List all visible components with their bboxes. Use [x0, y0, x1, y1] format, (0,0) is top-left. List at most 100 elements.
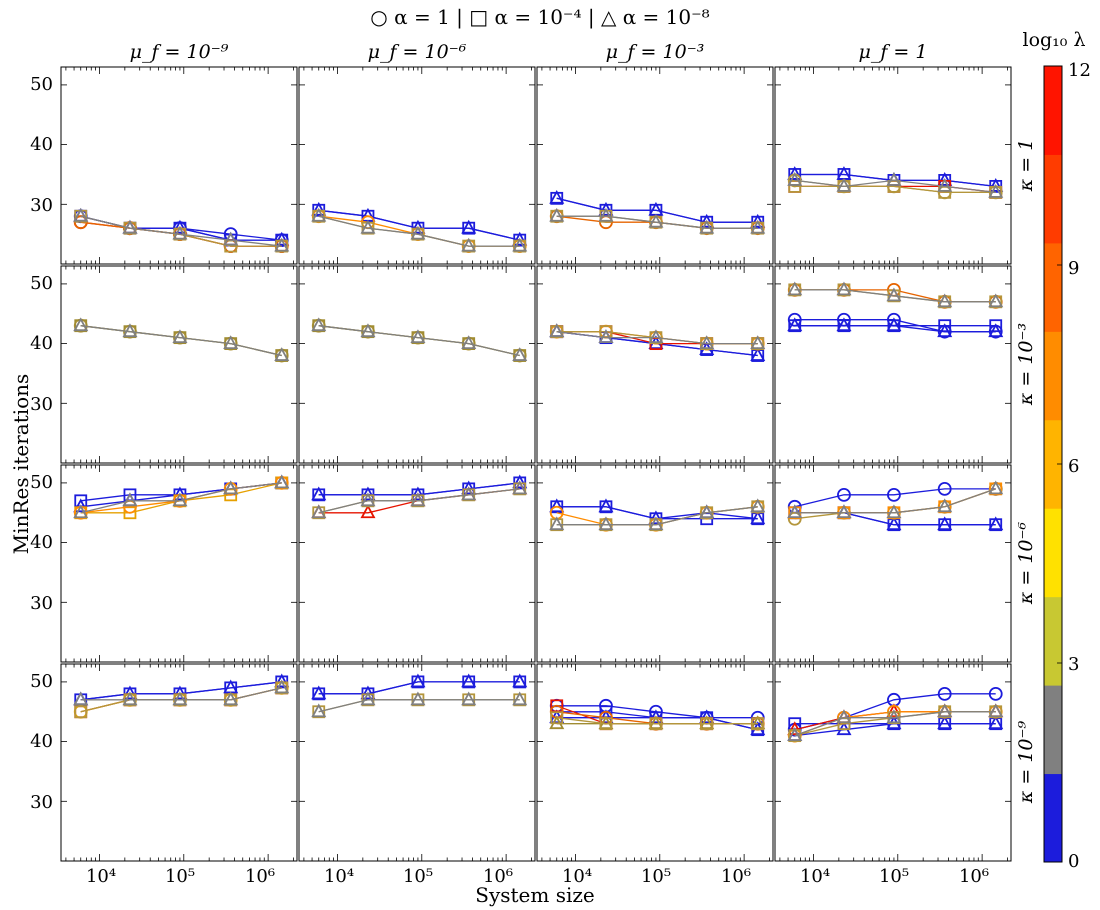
data-point-triangle	[311, 703, 327, 718]
row-title-4: κ = 10⁻⁹	[1015, 720, 1037, 804]
data-point-triangle	[648, 213, 664, 228]
data-point-triangle	[512, 673, 528, 688]
series-line-triangle-gray	[794, 289, 996, 303]
x-tick-c3-1e4: 10⁴	[800, 866, 830, 887]
data-point-square	[599, 717, 613, 731]
data-point-triangle	[787, 172, 803, 186]
y-tick-r0-40: 40	[30, 134, 53, 155]
panel-4-1	[60, 663, 298, 862]
data-point-square	[700, 717, 714, 731]
panel-2-1	[60, 265, 298, 464]
panel-frame	[60, 265, 298, 464]
colorbar-band	[1044, 596, 1062, 686]
data-point-square	[550, 711, 564, 725]
data-point-triangle	[311, 207, 327, 222]
panel-grid	[60, 66, 1012, 862]
data-point-triangle	[172, 691, 188, 706]
data-point-triangle	[360, 492, 376, 507]
y-tick-r2-50: 50	[30, 472, 53, 493]
data-point-triangle	[750, 213, 766, 228]
colorbar-band	[1044, 508, 1062, 598]
panel-1-3	[536, 66, 774, 265]
series-line-triangle-gray	[556, 506, 758, 526]
data-point-triangle	[172, 685, 188, 700]
y-tick-r0-30: 30	[30, 195, 53, 216]
data-point-triangle	[836, 709, 852, 724]
data-point-triangle	[598, 516, 614, 531]
panel-2-4	[774, 265, 1012, 464]
colorbar-band	[1044, 154, 1062, 244]
colorbar-label: log₁₀ λ	[1023, 29, 1086, 51]
panel-4-3	[536, 663, 774, 862]
panel-frame	[298, 265, 536, 464]
data-point-triangle	[410, 691, 426, 706]
series-line-circle-blue	[794, 488, 996, 508]
colorbar-band	[1044, 242, 1062, 332]
panel-2-2	[298, 265, 536, 464]
data-point-triangle	[699, 504, 715, 519]
data-point-triangle	[274, 474, 290, 489]
colorbar-band	[1044, 773, 1062, 863]
data-point-triangle	[360, 691, 376, 706]
data-point-triangle	[750, 715, 766, 730]
series-line-triangle-gray	[80, 325, 282, 357]
data-point-triangle	[937, 498, 953, 513]
data-point-triangle	[886, 287, 902, 302]
series-line-triangle-gray	[318, 325, 520, 357]
colorbar-band	[1044, 331, 1062, 421]
data-point-triangle	[787, 317, 803, 332]
data-point-triangle	[311, 486, 327, 501]
data-point-circle	[937, 686, 952, 701]
y-tick-r1-50: 50	[30, 273, 53, 294]
colorbar-tick-6: 6	[1068, 456, 1079, 477]
y-tick-r3-40: 40	[30, 731, 53, 752]
data-point-triangle	[836, 504, 852, 519]
series-line-triangle-gray	[794, 179, 996, 194]
data-point-triangle	[461, 237, 477, 252]
row-title-2: κ = 10⁻³	[1015, 323, 1037, 406]
data-point-triangle	[886, 709, 902, 724]
data-point-triangle	[937, 323, 953, 338]
data-point-triangle	[122, 691, 138, 706]
data-point-triangle	[461, 673, 477, 688]
series-line-square-tan	[794, 185, 996, 194]
data-point-triangle	[311, 317, 327, 332]
data-point-triangle	[787, 721, 803, 736]
data-point-triangle	[886, 317, 902, 332]
data-point-triangle	[549, 189, 565, 204]
series-line-triangle-gray	[80, 215, 282, 247]
data-point-triangle	[787, 727, 803, 742]
data-point-triangle	[750, 335, 766, 350]
panel-4-4	[774, 663, 1012, 862]
y-tick-r3-50: 50	[30, 671, 53, 692]
data-point-triangle	[750, 219, 766, 234]
colorbar-tick-12: 12	[1068, 60, 1091, 81]
data-point-triangle	[937, 172, 953, 186]
series-line-triangle-gray	[556, 331, 758, 345]
panel-1-1	[60, 66, 298, 265]
data-point-triangle	[598, 201, 614, 216]
data-point-triangle	[988, 178, 1004, 192]
data-point-triangle	[886, 504, 902, 519]
x-tick-c1-1e6: 10⁶	[483, 866, 513, 887]
data-point-triangle	[787, 281, 803, 296]
x-tick-c3-1e5: 10⁵	[879, 866, 909, 887]
data-point-triangle	[598, 498, 614, 513]
data-point-triangle	[787, 166, 803, 180]
data-point-triangle	[223, 480, 239, 495]
data-point-triangle	[937, 293, 953, 308]
panel-frame	[536, 66, 774, 265]
data-point-circle	[937, 481, 952, 496]
series-line-triangle-blue	[794, 325, 996, 333]
data-point-triangle	[122, 323, 138, 338]
panel-frame	[536, 265, 774, 464]
data-point-triangle	[172, 329, 188, 344]
series-line-triangle-blue	[318, 681, 520, 695]
data-point-triangle	[274, 679, 290, 694]
data-point-triangle	[360, 685, 376, 700]
x-tick-c0-1e6: 10⁶	[245, 866, 275, 887]
data-point-triangle	[360, 486, 376, 501]
data-point-triangle	[549, 207, 565, 222]
x-tick-c1-1e5: 10⁵	[403, 866, 433, 887]
